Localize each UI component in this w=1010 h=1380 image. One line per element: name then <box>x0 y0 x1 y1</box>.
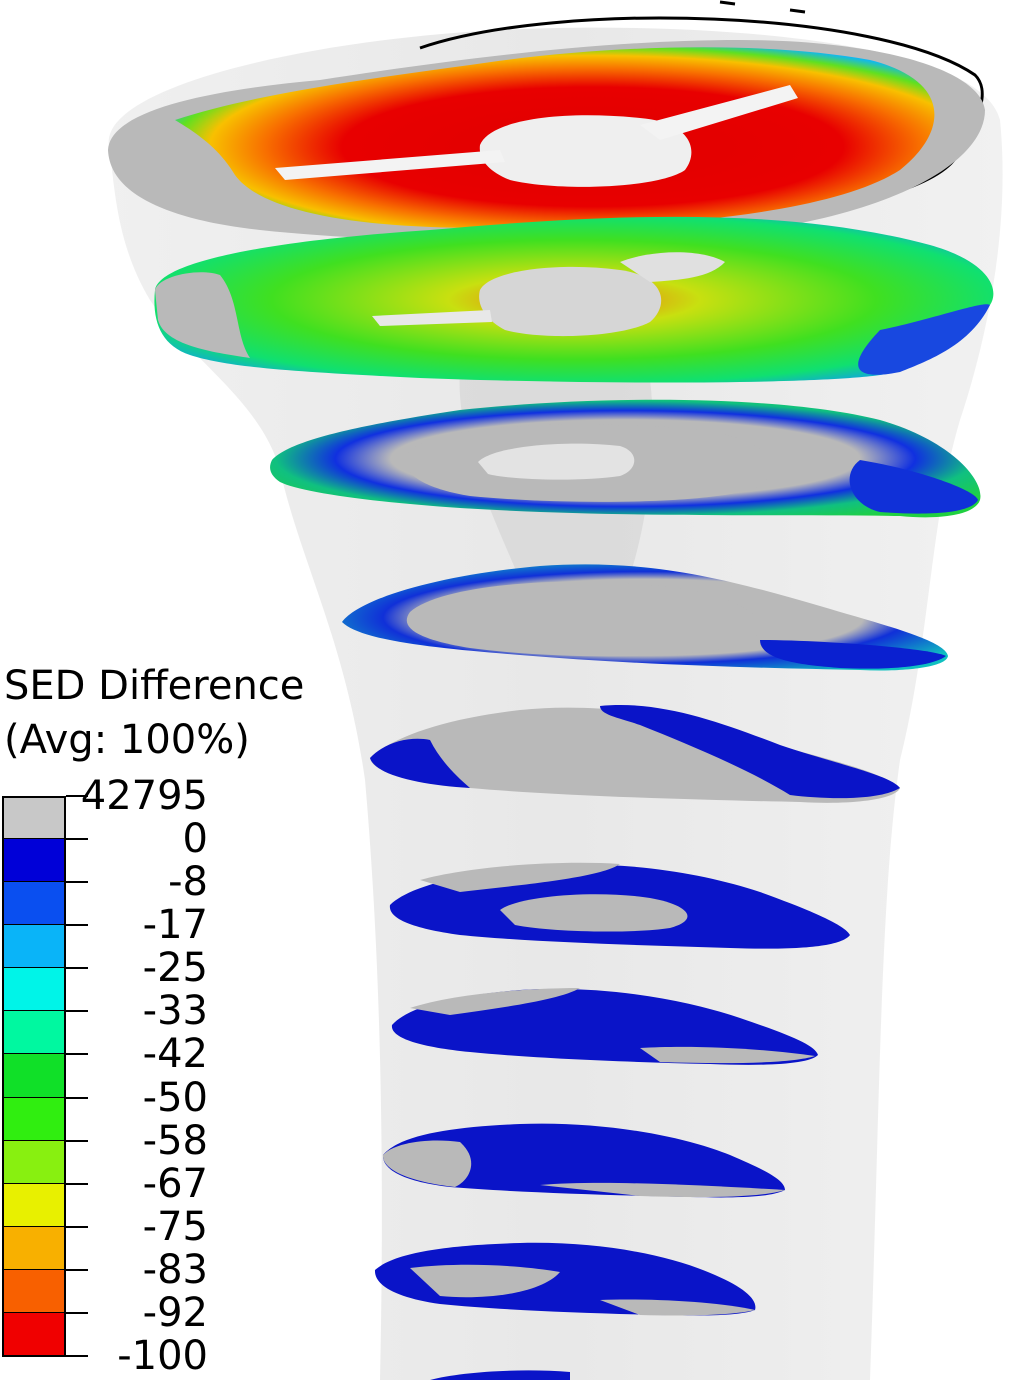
legend-swatch <box>2 1097 66 1142</box>
slice-5-blue-left <box>370 738 470 788</box>
legend-tick <box>66 1268 88 1271</box>
slice-2-gray-left <box>155 272 250 358</box>
legend-tick <box>66 838 88 841</box>
legend-swatch <box>2 1269 66 1314</box>
slice-2-notch <box>620 252 725 282</box>
slice-3-blue-right <box>849 460 978 514</box>
legend-tick-label: 0 <box>182 816 208 863</box>
legend-swatch <box>2 1140 66 1185</box>
legend-tick-label: -42 <box>142 1031 208 1078</box>
legend-swatch <box>2 968 66 1013</box>
legend-tick <box>66 1139 88 1142</box>
slice-4-blue-right <box>760 640 946 669</box>
legend-tick <box>66 1225 88 1228</box>
legend-swatch <box>2 1183 66 1228</box>
contour-dash-2 <box>789 8 806 14</box>
legend-tick-label: -33 <box>142 988 208 1035</box>
legend-tick <box>66 1182 88 1185</box>
legend-swatch <box>2 925 66 970</box>
legend-tick-label: -50 <box>142 1074 208 1121</box>
slice-2-canal <box>479 266 662 337</box>
legend-tick <box>66 924 88 927</box>
legend-tick <box>66 1053 88 1056</box>
legend-swatch <box>2 1226 66 1271</box>
slice-8-gray-left <box>382 1140 472 1187</box>
legend-tick-label: -8 <box>168 859 208 906</box>
slice-1-canal <box>479 115 692 187</box>
legend-tick-label: -100 <box>117 1333 208 1379</box>
slice-7-gray-right <box>640 1046 815 1064</box>
slice-5-blue-right <box>600 704 900 799</box>
legend-tick-label: -25 <box>142 945 208 992</box>
slice-10 <box>430 1370 570 1380</box>
legend-swatch <box>2 1054 66 1099</box>
legend-swatch <box>2 839 66 884</box>
slice-2-slot-left <box>372 310 492 326</box>
legend-tick-label: 42795 <box>80 773 208 819</box>
legend-tick-label: -67 <box>142 1160 208 1207</box>
legend-tick-label: -58 <box>142 1117 208 1164</box>
slice-7-gray-top <box>410 988 580 1015</box>
legend-swatch <box>2 1011 66 1056</box>
legend-tick-label: -83 <box>142 1246 208 1293</box>
legend-title: SED Difference <box>4 663 305 709</box>
legend-tick <box>66 967 88 970</box>
legend-tick <box>66 1355 88 1357</box>
slice-9 <box>374 1242 756 1316</box>
contour-dash-1 <box>719 0 736 6</box>
slice-8 <box>382 1123 785 1198</box>
legend-tick <box>66 1096 88 1099</box>
slice-3-canal <box>478 443 635 480</box>
slice-6-gray-top <box>420 862 620 892</box>
legend-tick-label: -17 <box>142 902 208 949</box>
slice-1-slot-left <box>275 150 505 180</box>
legend-tick <box>66 1311 88 1314</box>
legend-tick-label: -92 <box>142 1289 208 1336</box>
legend-tick <box>66 795 88 797</box>
slice-1-slot-right <box>640 85 798 140</box>
legend-swatch <box>2 796 66 841</box>
slice-8-gray-bottom <box>540 1182 785 1198</box>
legend-swatch <box>2 1312 66 1357</box>
slice-9-gray-right <box>600 1299 755 1316</box>
legend-tick-label: -75 <box>142 1203 208 1250</box>
legend-tick <box>66 881 88 884</box>
slice-2-blue-edge <box>858 304 990 375</box>
legend-tick <box>66 1010 88 1013</box>
legend-colorbar <box>2 796 66 1357</box>
slice-4-gray-core <box>406 581 760 657</box>
legend-swatch <box>2 882 66 927</box>
legend-subtitle: (Avg: 100%) <box>4 717 250 763</box>
slice-6-gray-core <box>500 894 688 932</box>
slice-9-gray-mid <box>410 1264 560 1298</box>
